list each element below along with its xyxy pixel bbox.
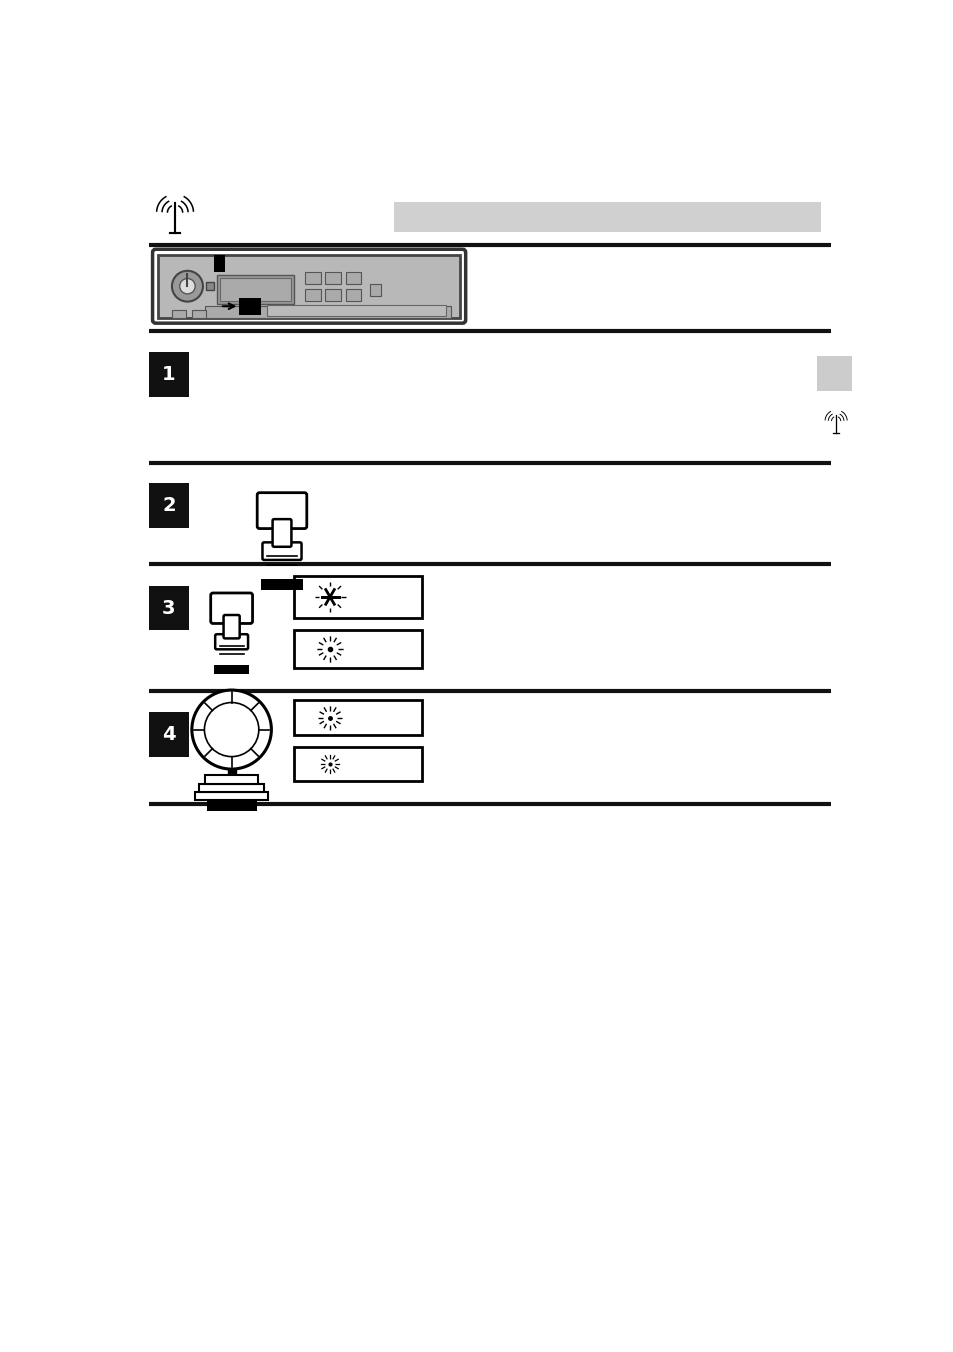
Bar: [158, 254, 459, 318]
FancyBboxPatch shape: [223, 615, 239, 638]
Bar: [213, 254, 224, 272]
Bar: [266, 306, 446, 316]
Bar: [172, 310, 186, 318]
Text: 1: 1: [162, 365, 175, 384]
Bar: [305, 288, 320, 301]
Bar: [816, 357, 851, 391]
Text: 3: 3: [162, 599, 175, 618]
Bar: [239, 297, 261, 315]
FancyBboxPatch shape: [215, 634, 248, 649]
Bar: [206, 800, 256, 811]
Text: 4: 4: [162, 725, 175, 744]
Circle shape: [172, 270, 203, 301]
FancyBboxPatch shape: [273, 519, 291, 546]
Bar: [294, 746, 421, 781]
Bar: [149, 483, 189, 529]
Bar: [149, 713, 189, 757]
Bar: [149, 585, 189, 630]
Bar: [204, 307, 451, 318]
FancyBboxPatch shape: [211, 594, 253, 623]
Bar: [294, 576, 421, 618]
Bar: [206, 283, 213, 291]
FancyBboxPatch shape: [262, 542, 301, 560]
Bar: [394, 203, 820, 231]
Bar: [345, 288, 360, 301]
Bar: [294, 630, 421, 668]
FancyBboxPatch shape: [257, 492, 307, 529]
Circle shape: [179, 279, 195, 293]
Bar: [192, 310, 206, 318]
Bar: [325, 272, 340, 284]
Bar: [213, 665, 249, 673]
Bar: [216, 274, 294, 304]
Bar: [370, 284, 381, 296]
Bar: [325, 288, 340, 301]
Bar: [294, 700, 421, 735]
Bar: [345, 272, 360, 284]
Bar: [305, 272, 320, 284]
Bar: [194, 792, 268, 800]
Bar: [220, 277, 291, 301]
Text: 2: 2: [162, 496, 175, 515]
Circle shape: [192, 690, 271, 769]
Bar: [149, 353, 189, 397]
Bar: [260, 579, 303, 589]
Bar: [199, 784, 264, 792]
Bar: [205, 775, 257, 784]
